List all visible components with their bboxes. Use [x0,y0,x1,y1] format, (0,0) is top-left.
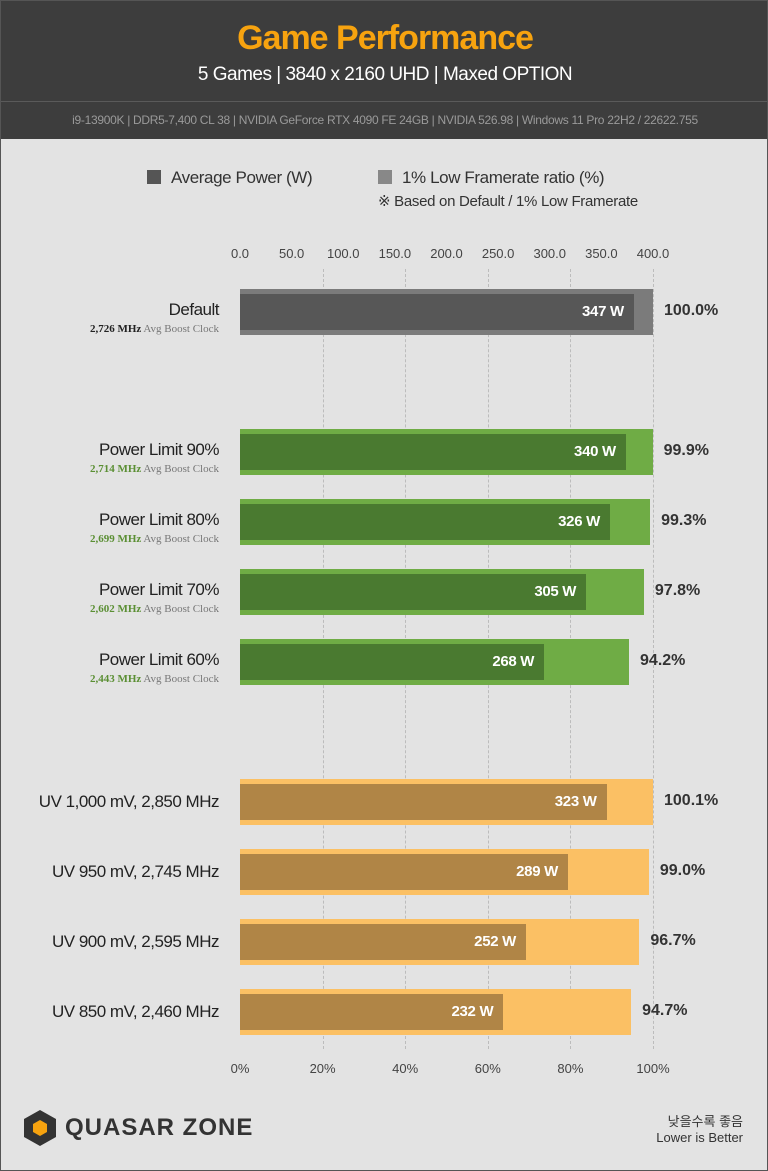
clock-value: 2,699 MHz [89,533,142,545]
legend-swatch [378,170,392,184]
power-bar [240,784,607,820]
top-axis-tick: 200.0 [430,246,463,261]
bottom-axis-tick: 0% [230,1061,250,1076]
bottom-axis-tick: 40% [392,1061,419,1076]
clock-suffix: Avg Boost Clock [143,463,219,475]
ratio-value-label: 97.8% [654,582,701,599]
clock-suffix: Avg Boost Clock [143,533,219,545]
clock-suffix: Avg Boost Clock [143,603,219,615]
gridline [653,269,654,1049]
legend-average-power: Average Power (W) [147,168,313,188]
ratio-value-label: 94.7% [642,1002,688,1019]
footnote: 낮을수록 좋음 Lower is Better [656,1114,743,1146]
clock-value: 2,726 MHz [89,323,142,335]
category-label: Power Limit 90% [98,440,220,459]
power-value-label: 347 W [581,303,624,320]
clock-value: 2,602 MHz [89,603,142,615]
footnote-english: Lower is Better [656,1130,743,1145]
top-axis-tick: 0.0 [230,246,250,261]
top-axis-tick: 400.0 [636,246,670,261]
power-bar [240,434,626,470]
power-bar [240,924,527,960]
quasarzone-logo: QUASAR ZONE [23,1109,253,1147]
chart-title: Game Performance [237,19,534,57]
top-axis-tick: 250.0 [481,246,515,261]
legend-note: ※ Based on Default / 1% Low Framerate [378,193,638,210]
category-label: UV 900 mV, 2,595 MHz [51,932,220,951]
legend-low-framerate: 1% Low Framerate ratio (%) [378,168,605,188]
top-axis-tick: 50.0 [278,246,305,261]
power-bar [240,644,545,680]
power-value-label: 252 W [474,933,517,950]
ratio-value-label: 100.0% [664,302,719,319]
legend-label: 1% Low Framerate ratio (%) [402,168,605,187]
logo-text: QUASAR ZONE [65,1114,254,1141]
chart-subtitle: 5 Games | 3840 x 2160 UHD | Maxed OPTION [197,64,573,85]
power-bar [240,854,568,890]
bottom-axis-tick: 60% [474,1061,501,1076]
power-bar [240,504,610,540]
boost-clock-label: 2,699 MHz Avg Boost Clock [90,533,219,545]
power-value-label: 326 W [558,513,600,530]
bottom-axis-tick: 100% [636,1061,670,1076]
boost-clock-label: 2,443 MHz Avg Boost Clock [90,673,219,685]
power-value-label: 323 W [554,793,597,810]
footnote-korean: 낮을수록 좋음 [667,1114,743,1129]
category-label: UV 850 mV, 2,460 MHz [51,1002,220,1021]
ratio-value-label: 100.1% [664,792,719,809]
category-label: UV 950 mV, 2,745 MHz [51,862,220,881]
clock-value: 2,714 MHz [89,463,142,475]
category-label: Power Limit 70% [98,580,220,599]
test-system-spec: i9-13900K | DDR5-7,400 CL 38 | NVIDIA Ge… [1,102,767,139]
top-axis-tick: 150.0 [378,246,412,261]
category-label: UV 1,000 mV, 2,850 MHz [38,792,220,811]
ratio-value-label: 99.0% [659,862,706,879]
power-bar [240,294,634,330]
bottom-axis-tick: 20% [309,1061,336,1076]
header: Game Performance 5 Games | 3840 x 2160 U… [1,1,767,102]
power-value-label: 305 W [534,583,577,600]
hexagon-logo-icon [24,1110,56,1146]
ratio-value-label: 96.7% [650,932,696,949]
power-value-label: 232 W [451,1003,494,1020]
power-bar [240,574,587,610]
top-axis-tick: 350.0 [585,246,618,261]
power-value-label: 289 W [516,863,558,880]
boost-clock-label: 2,726 MHz Avg Boost Clock [90,323,219,335]
power-bar [240,994,504,1030]
category-label: Default [168,300,220,319]
top-axis-tick: 300.0 [533,246,567,261]
boost-clock-label: 2,602 MHz Avg Boost Clock [90,603,219,615]
legend-label: Average Power (W) [171,168,313,187]
category-label: Power Limit 80% [98,510,220,529]
ratio-value-label: 99.9% [663,442,709,459]
clock-value: 2,443 MHz [89,673,142,685]
ratio-value-label: 99.3% [661,512,707,529]
clock-suffix: Avg Boost Clock [143,323,219,335]
category-label: Power Limit 60% [98,650,220,669]
top-axis-tick: 100.0 [326,246,360,261]
ratio-value-label: 94.2% [640,652,686,669]
power-value-label: 340 W [574,443,616,460]
clock-suffix: Avg Boost Clock [143,673,219,685]
power-value-label: 268 W [492,653,535,670]
boost-clock-label: 2,714 MHz Avg Boost Clock [90,463,219,475]
legend-swatch [147,170,161,184]
bottom-axis-tick: 80% [557,1061,584,1076]
